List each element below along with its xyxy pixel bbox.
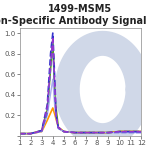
Title: 1499-MSM5
Non-Specific Antibody Signal <6%: 1499-MSM5 Non-Specific Antibody Signal <… xyxy=(0,4,150,26)
